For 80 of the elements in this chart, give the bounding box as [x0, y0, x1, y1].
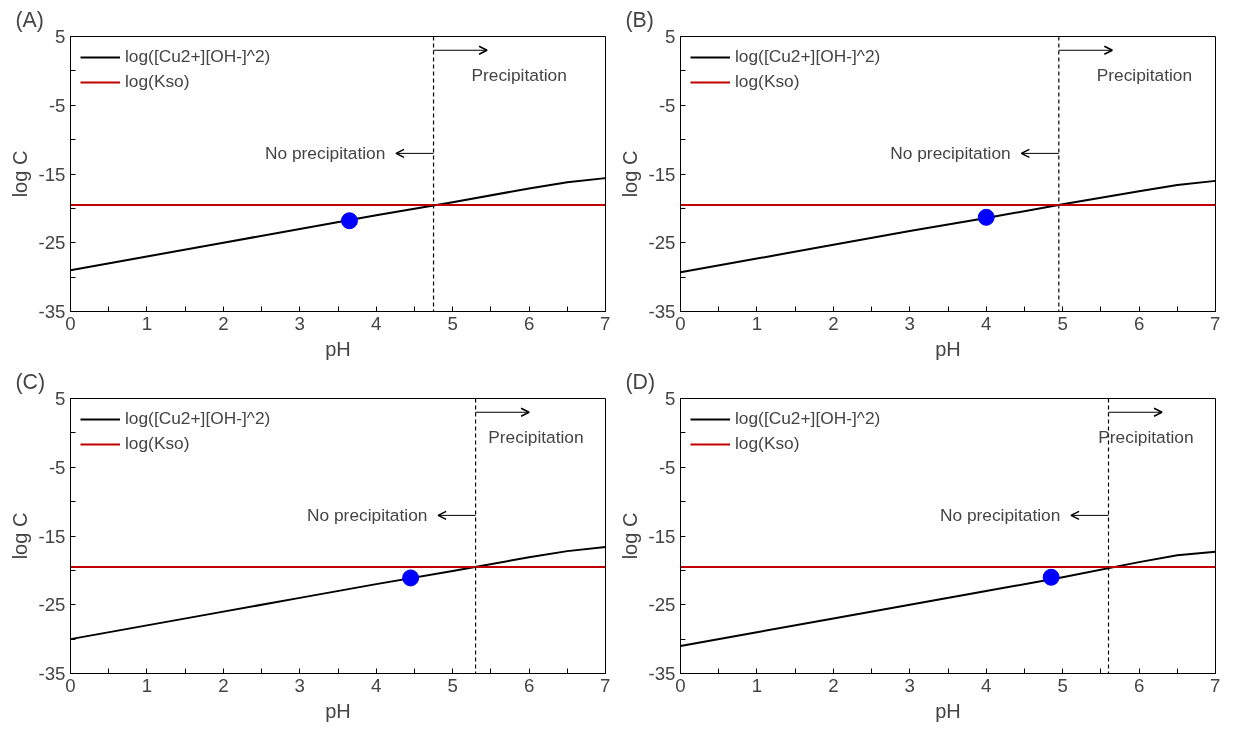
y-axis-title: log C: [618, 512, 641, 560]
x-tick-label: 6: [523, 674, 535, 696]
chart-title: (A): [15, 7, 44, 32]
y-tick-label: -35: [648, 663, 676, 684]
x-tick-label: 4: [981, 312, 992, 334]
x-axis-title: pH: [935, 699, 961, 722]
x-tick-label: 7: [600, 674, 611, 696]
y-tick-label: -25: [38, 594, 66, 616]
x-tick-label: 5: [447, 312, 458, 334]
x-tick-label: 7: [1210, 312, 1221, 334]
x-tick-label: 2: [218, 312, 229, 334]
x-tick-label: 5: [1057, 674, 1068, 696]
y-tick-label: -25: [648, 594, 676, 616]
x-tick-label: 5: [1057, 312, 1068, 334]
y-tick-label: -25: [38, 232, 66, 254]
y-tick-label: -5: [48, 94, 66, 116]
x-tick-label: 6: [1133, 312, 1145, 334]
annotation: No precipitation: [890, 143, 1011, 164]
y-tick-label: 5: [55, 388, 66, 409]
x-axis-title: pH: [935, 337, 961, 360]
x-tick-label: 3: [294, 312, 305, 334]
annotation: Precipitation: [1098, 427, 1194, 447]
y-tick-label: -15: [648, 163, 676, 185]
legend-label: log([Cu2+][OH-]^2): [735, 408, 881, 429]
y-tick-label: -35: [38, 663, 66, 684]
x-tick-label: 6: [1133, 674, 1145, 696]
x-tick-label: 4: [371, 674, 382, 696]
x-axis-title: pH: [325, 699, 351, 722]
y-tick-label: 5: [55, 26, 66, 47]
y-tick-label: -15: [38, 525, 66, 547]
y-tick-label: -5: [658, 94, 676, 116]
x-tick-label: 3: [904, 674, 915, 696]
x-tick-label: 0: [65, 674, 76, 696]
annotation: No precipitation: [939, 505, 1061, 526]
x-tick-label: 0: [65, 312, 76, 334]
x-tick-label: 7: [600, 312, 611, 334]
y-tick-label: -15: [648, 525, 676, 547]
x-tick-label: 2: [218, 674, 229, 696]
y-axis-title: log C: [618, 150, 641, 198]
y-tick-label: 5: [665, 26, 676, 47]
y-axis-title: log C: [8, 150, 31, 198]
x-tick-label: 1: [751, 312, 763, 334]
chart-title: (B): [625, 7, 654, 32]
x-tick-label: 0: [675, 674, 686, 696]
x-tick-label: 5: [447, 674, 458, 696]
y-tick-label: -5: [658, 456, 676, 478]
x-tick-label: 7: [1210, 674, 1221, 696]
y-tick-label: -35: [648, 301, 676, 322]
x-axis-title: pH: [325, 337, 351, 360]
y-tick-label: 5: [665, 388, 676, 409]
annotation: No precipitation: [307, 505, 428, 526]
chart-title: (D): [625, 369, 656, 394]
legend-label: log([Cu2+][OH-]^2): [125, 408, 271, 429]
x-tick-label: 1: [141, 312, 153, 334]
x-tick-label: 2: [828, 674, 839, 696]
x-tick-label: 2: [828, 312, 839, 334]
x-tick-label: 1: [751, 674, 763, 696]
y-tick-label: -25: [648, 232, 676, 254]
legend-label: log([Cu2+][OH-]^2): [125, 46, 271, 67]
y-tick-label: -5: [48, 456, 66, 478]
y-tick-label: -35: [38, 301, 66, 322]
annotation: Precipitation: [1096, 65, 1193, 85]
x-tick-label: 6: [523, 312, 535, 334]
x-tick-label: 0: [675, 312, 686, 334]
annotation: Precipitation: [488, 427, 584, 447]
annotation: Precipitation: [471, 65, 567, 85]
x-tick-label: 3: [294, 674, 305, 696]
x-tick-label: 4: [981, 674, 992, 696]
y-axis-title: log C: [8, 512, 31, 560]
x-tick-label: 3: [904, 312, 915, 334]
legend-label: log([Cu2+][OH-]^2): [735, 46, 881, 67]
legend-label: log(Kso): [125, 71, 190, 92]
y-tick-label: -15: [38, 163, 66, 185]
chart-title: (C): [15, 369, 46, 394]
annotation: No precipitation: [264, 143, 386, 164]
x-tick-label: 4: [371, 312, 382, 334]
legend-label: log(Kso): [125, 433, 190, 454]
legend-label: log(Kso): [735, 71, 800, 92]
legend-label: log(Kso): [735, 433, 800, 454]
x-tick-label: 1: [141, 674, 153, 696]
